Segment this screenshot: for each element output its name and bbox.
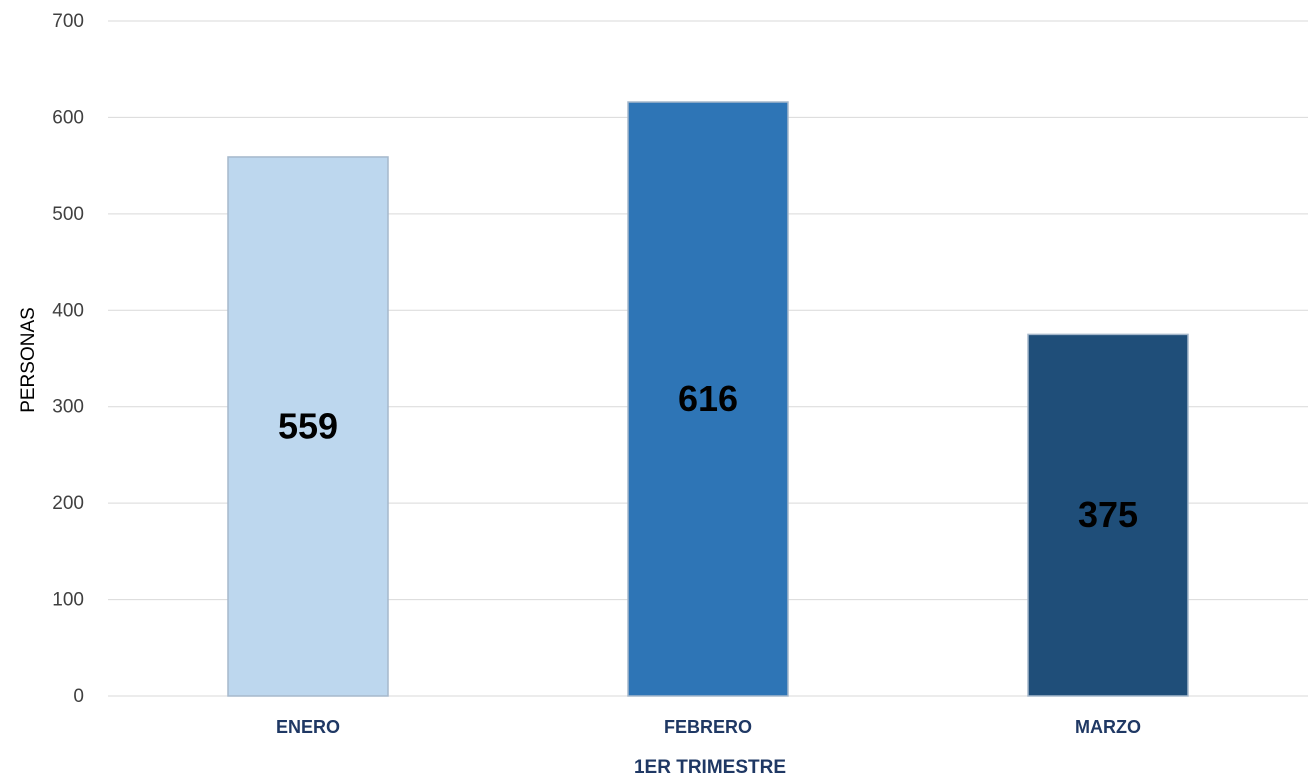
data-label-enero: 559 [278,405,338,446]
y-tick-label: 500 [52,204,84,225]
y-tick-label: 300 [52,397,84,418]
data-label-marzo: 375 [1078,494,1138,535]
bar-febrero [627,101,789,697]
y-axis-title: PERSONAS [18,307,39,413]
bar-marzo [1027,333,1189,697]
bar-enero [227,156,389,697]
y-tick-label: 400 [52,300,84,321]
y-tick-label: 0 [73,686,84,707]
y-tick-label: 700 [52,11,84,32]
x-axis-title: 1ER TRIMESTRE [634,757,786,776]
data-labels: 559 616 375 [278,378,1138,535]
category-label-marzo: MARZO [1075,717,1141,737]
data-label-febrero: 616 [678,378,738,419]
y-tick-label: 200 [52,493,84,514]
y-tick-label: 600 [52,107,84,128]
category-label-febrero: FEBRERO [664,717,752,737]
y-axis-ticks: 0 100 200 300 400 500 600 700 [52,11,84,707]
category-label-enero: ENERO [276,717,340,737]
x-axis-categories: ENERO FEBRERO MARZO [276,717,1141,737]
bars [227,101,1189,697]
y-tick-label: 100 [52,590,84,611]
